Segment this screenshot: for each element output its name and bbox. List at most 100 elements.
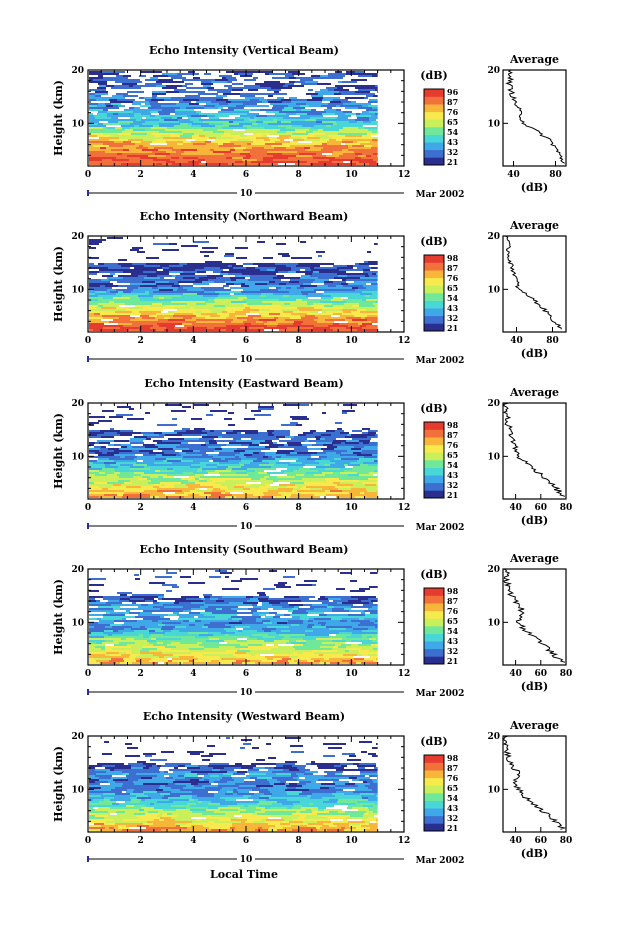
heatmap-cell	[174, 486, 188, 488]
heatmap-cell	[149, 767, 160, 769]
heatmap-cell	[305, 596, 315, 598]
heatmap-cell	[360, 85, 375, 87]
heatmap-cell	[126, 321, 143, 323]
heatmap-cell	[329, 799, 338, 801]
heatmap-cell	[135, 771, 144, 773]
heatmap-cell	[239, 123, 252, 125]
heatmap-cell	[162, 626, 175, 628]
heatmap-cell	[259, 614, 266, 616]
heatmap-cell	[171, 301, 183, 303]
heatmap-cell	[117, 99, 129, 101]
heatmap-cell	[283, 117, 296, 119]
heatmap-cell	[212, 480, 225, 482]
heatmap-cell	[311, 317, 318, 319]
heatmap-cell	[281, 630, 290, 632]
heatmap-cell	[165, 145, 179, 147]
heatmap-cell	[89, 121, 93, 123]
heatmap-cell	[248, 805, 259, 807]
heatmap-cell	[268, 432, 272, 434]
heatmap-cell	[258, 783, 270, 785]
heatmap-cell	[199, 135, 205, 137]
heatmap-cell	[152, 133, 164, 135]
heatmap-cell	[307, 660, 314, 662]
heatmap-cell	[155, 71, 162, 73]
heatmap-cell	[114, 620, 125, 622]
heatmap-cell	[242, 604, 252, 606]
heatmap-cell	[285, 763, 295, 765]
heatmap-cell	[99, 456, 112, 458]
heatmap-cell	[273, 293, 281, 295]
heatmap-cell	[247, 480, 253, 482]
heatmap-cell	[116, 414, 133, 416]
heatmap-cell	[229, 125, 243, 127]
heatmap-cell	[89, 163, 106, 165]
heatmap-cell	[162, 73, 177, 75]
heatmap-cell	[340, 315, 354, 317]
heatmap-cell	[107, 237, 123, 239]
heatmap-cell	[153, 600, 157, 602]
heatmap-cell	[129, 135, 135, 137]
heatmap-cell	[115, 470, 123, 472]
heatmap-cell	[326, 289, 338, 291]
heatmap-cell	[131, 646, 143, 648]
heatmap-cell	[319, 271, 323, 273]
heatmap-cell	[208, 279, 214, 281]
heatmap-cell	[315, 436, 321, 438]
heatmap-cell	[108, 267, 114, 269]
heatmap-cell	[365, 773, 374, 775]
colorbar-swatch	[424, 142, 444, 151]
heatmap-cell	[358, 323, 362, 325]
heatmap-cell	[253, 494, 260, 496]
heatmap-cell	[201, 83, 213, 85]
heatmap-cell	[223, 773, 233, 775]
heatmap-cell	[312, 133, 325, 135]
heatmap-cell	[200, 107, 204, 109]
heatmap-cell	[141, 113, 151, 115]
heatmap-cell	[161, 484, 165, 486]
heatmap-cell	[299, 319, 314, 321]
heatmap-cell	[247, 113, 259, 115]
heatmap-cell	[181, 245, 198, 247]
heatmap-cell	[114, 267, 130, 269]
heatmap-cell	[110, 763, 120, 765]
heatmap-cell	[272, 311, 283, 313]
heatmap-cell	[275, 263, 286, 265]
heatmap-cell	[194, 476, 200, 478]
heatmap-cell	[349, 777, 357, 779]
heatmap-cell	[89, 608, 97, 610]
heatmap-cell	[335, 787, 339, 789]
heatmap-cell	[251, 93, 261, 95]
heatmap-cell	[302, 775, 318, 777]
heatmap-cell	[198, 265, 213, 267]
heatmap-cell	[171, 131, 182, 133]
heatmap-cell	[174, 291, 187, 293]
heatmap-cell	[165, 484, 174, 486]
heatmap-cell	[327, 614, 337, 616]
heatmap-cell	[236, 105, 245, 107]
heatmap-cell	[159, 434, 165, 436]
heatmap-cell	[234, 480, 247, 482]
heatmap-cell	[128, 809, 139, 811]
heatmap-cell	[190, 779, 199, 781]
heatmap-cell	[376, 624, 378, 626]
heatmap-cell	[361, 452, 368, 454]
heatmap-cell	[256, 321, 263, 323]
heatmap-cell	[255, 161, 267, 163]
heatmap-cell	[193, 121, 197, 123]
heatmap-cell	[193, 241, 209, 243]
heatmap-cell	[363, 285, 378, 287]
chart-panel-5: Echo Intensity (Westward Beam)0 2 4 6 8 10 121…	[52, 710, 572, 866]
heatmap-cell	[377, 456, 378, 458]
heatmap-cell	[160, 608, 174, 610]
heatmap-cell	[358, 636, 362, 638]
heatmap-cell	[373, 781, 378, 783]
heatmap-cell	[140, 285, 157, 287]
heatmap-cell	[320, 137, 332, 139]
heatmap-cell	[338, 799, 351, 801]
heatmap-cell	[94, 289, 107, 291]
heatmap-cell	[130, 466, 140, 468]
heatmap-cell	[359, 161, 363, 163]
heatmap-cell	[246, 775, 254, 777]
heatmap-cell	[356, 129, 368, 131]
heatmap-cell	[238, 488, 243, 490]
